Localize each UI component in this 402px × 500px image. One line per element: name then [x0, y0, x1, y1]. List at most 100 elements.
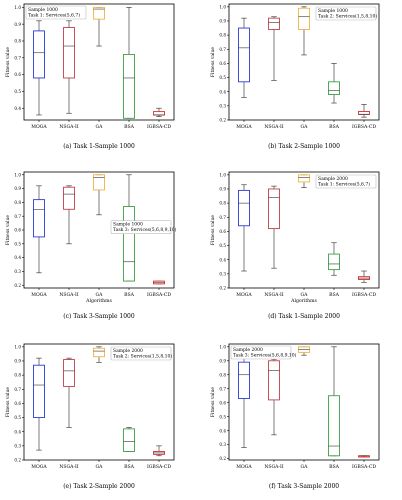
box-nsga-ii [63, 20, 75, 114]
y-tick-label: 0.5 [14, 89, 21, 94]
y-tick-label: 1.0 [14, 5, 21, 10]
box-moga [238, 17, 250, 98]
legend-text: Sample 2000 [318, 176, 348, 182]
y-tick-label: 0.4 [219, 257, 226, 262]
legend-box [315, 6, 377, 21]
y-tick-label: 0.8 [14, 373, 21, 378]
y-tick-label: 0.3 [14, 443, 21, 448]
y-tick-label: 0.3 [219, 103, 226, 108]
y-tick-label: 0.9 [14, 359, 21, 364]
x-tick-label: MOGA [31, 124, 47, 130]
x-tick-label: IGBSA-CD [352, 124, 376, 130]
y-axis-label: Fitness value [5, 387, 11, 418]
y-tick-label: 1.0 [14, 172, 21, 177]
box-body [358, 111, 370, 115]
box-body [328, 81, 340, 95]
y-tick-label: 1.0 [219, 344, 226, 349]
y-tick-label: 0.4 [219, 428, 226, 433]
plot-frame [228, 171, 380, 289]
box-moga [238, 356, 250, 448]
x-tick-label: MOGA [236, 292, 252, 298]
legend-box [110, 346, 172, 361]
y-tick-label: 0.2 [219, 286, 226, 291]
y-tick-label: 0.6 [219, 229, 226, 234]
x-tick-label: BSA [329, 292, 340, 298]
legend-text: Sample 1000 [113, 222, 143, 228]
panel-caption: (d) Task 1-Sample 2000 [268, 313, 340, 320]
box-body [268, 360, 280, 401]
box-ga [93, 174, 105, 216]
box-bsa [328, 63, 340, 104]
y-tick-label: 0.3 [219, 442, 226, 447]
legend-text: Task 3: Services(5,6,8,9,10) [113, 226, 177, 233]
y-tick-label: 0.5 [219, 75, 226, 80]
boxplot-panel: Fitness value 0.2 0.3 0.4 0.5 0.6 0.7 0.8 0.9 1.0… [5, 343, 175, 490]
box-body [63, 186, 75, 210]
y-tick-label: 1.0 [219, 4, 226, 9]
y-tick-label: 0.5 [14, 415, 21, 420]
box-body [238, 27, 250, 83]
y-tick-label: 0.7 [14, 387, 21, 392]
box-moga [33, 357, 45, 451]
box-bsa [123, 7, 135, 119]
y-tick-label: 0.2 [219, 456, 226, 461]
box-ga [93, 6, 105, 47]
y-tick-label: 0.7 [219, 215, 226, 220]
x-tick-label: GA [301, 464, 309, 470]
x-tick-label: NSGA-II [59, 124, 79, 130]
x-tick-label: NSGA-II [264, 292, 284, 298]
box-igbsa-cd [358, 104, 370, 118]
box-moga [33, 185, 45, 274]
y-tick-label: 0.5 [14, 241, 21, 246]
x-tick-label: NSGA-II [264, 464, 284, 470]
panel-caption: (f) Task 3-Sample 2000 [269, 483, 339, 490]
y-tick-label: 0.5 [219, 414, 226, 419]
x-tick-label: BSA [329, 124, 340, 130]
legend-box [315, 174, 377, 189]
legend-box [110, 220, 172, 235]
box-body [298, 7, 310, 30]
x-tick-label: BSA [124, 124, 135, 130]
boxplot-panel: Fitness value 0.4 0.5 0.6 0.7 0.8 0.9 1.0 MOGA NS… [5, 3, 175, 150]
x-tick-label: MOGA [31, 464, 47, 470]
box-body [63, 359, 75, 387]
box-body [153, 111, 165, 116]
box-igbsa-cd [153, 445, 165, 457]
x-tick-label: GA [301, 292, 309, 298]
y-tick-label: 1.0 [219, 172, 226, 177]
y-tick-label: 0.8 [219, 33, 226, 38]
y-tick-label: 0.3 [219, 271, 226, 276]
plot-frame [228, 3, 380, 121]
box-body [93, 347, 105, 358]
box-igbsa-cd [153, 107, 165, 117]
legend-box [25, 5, 87, 20]
y-axis-label: Fitness value [210, 215, 216, 246]
box-moga [238, 184, 250, 272]
box-body [93, 6, 105, 20]
y-axis-label: Fitness value [210, 47, 216, 78]
panel-caption: (c) Task 3-Sample 1000 [63, 313, 135, 320]
x-tick-label: BSA [329, 464, 340, 470]
x-axis-label: Algorithms [290, 298, 317, 304]
x-tick-label: IGBSA-CD [147, 124, 171, 130]
legend-text: Task 2: Services(1,5,8,10) [113, 352, 172, 359]
box-body [123, 428, 135, 452]
box-ga [298, 6, 310, 56]
y-axis-label: Fitness value [210, 387, 216, 418]
plot-frame [228, 343, 380, 461]
box-ga [93, 346, 105, 363]
x-tick-label: IGBSA-CD [147, 464, 171, 470]
x-tick-label: GA [96, 464, 104, 470]
x-tick-label: NSGA-II [59, 464, 79, 470]
x-tick-label: MOGA [236, 464, 252, 470]
box-body [33, 199, 45, 238]
box-bsa [328, 346, 340, 457]
box-igbsa-cd [358, 270, 370, 283]
y-tick-label: 0.4 [14, 255, 21, 260]
y-tick-label: 0.4 [14, 106, 21, 111]
x-tick-label: GA [301, 124, 309, 130]
box-body [93, 174, 105, 191]
